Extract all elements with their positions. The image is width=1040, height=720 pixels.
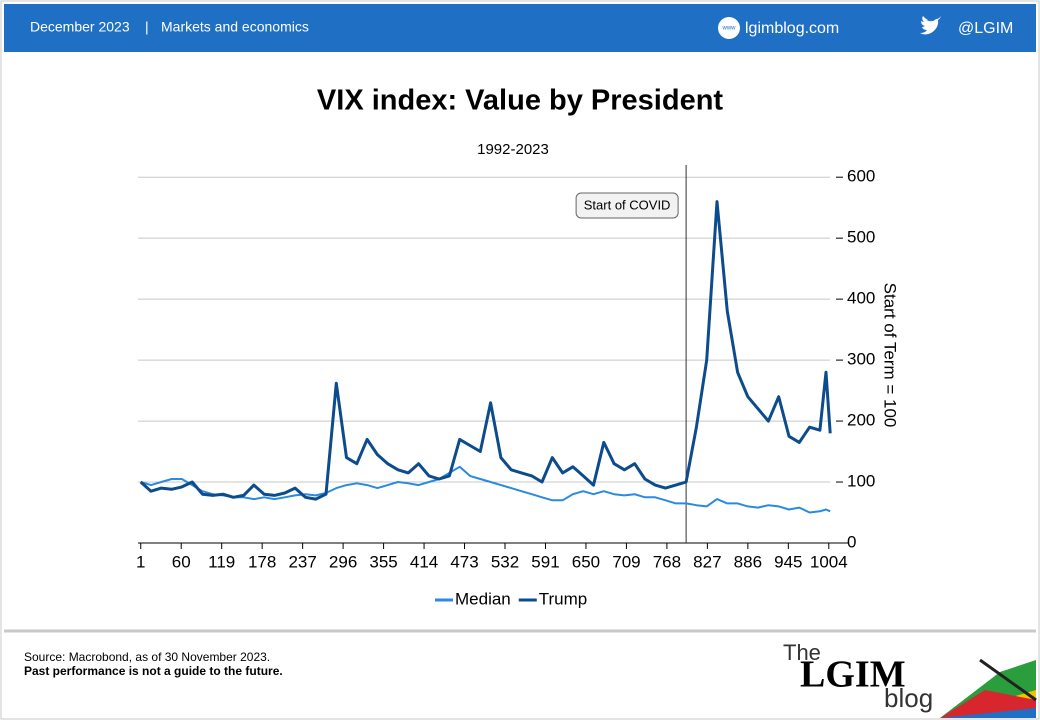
x-tick-label: 827 <box>693 552 721 571</box>
twitter-icon <box>920 16 941 35</box>
y-tick-label: 600 <box>847 167 875 186</box>
x-tick-label: 532 <box>491 552 519 571</box>
x-tick-label: 650 <box>572 552 600 571</box>
header-section: Markets and economics <box>161 19 309 35</box>
y-tick-label: 200 <box>847 411 875 430</box>
y-tick-label: 300 <box>847 350 875 369</box>
logo-name: LGIM <box>800 654 906 696</box>
chart-subtitle: 1992-2023 <box>477 141 549 158</box>
x-tick-label: 886 <box>734 552 762 571</box>
x-tick-label: 355 <box>369 552 397 571</box>
x-tick-label: 237 <box>288 552 316 571</box>
x-tick-label: 768 <box>653 552 681 571</box>
x-tick-label: 119 <box>208 552 235 571</box>
x-tick-label: 414 <box>410 552 438 571</box>
legend-label: Trump <box>539 589 588 608</box>
y-axis-label: Start of Term = 100 <box>881 283 900 428</box>
legend-label: Median <box>455 589 511 608</box>
series-line <box>139 200 832 501</box>
y-tick-label: 500 <box>847 228 875 247</box>
x-tick-label: 1004 <box>810 552 848 571</box>
y-tick-label: 400 <box>847 289 875 308</box>
separator: | <box>145 19 149 35</box>
x-tick-label: 296 <box>329 552 357 571</box>
chart-title: VIX index: Value by President <box>317 85 723 117</box>
logo-blog: blog <box>884 683 933 713</box>
footer-disclaimer: Past performance is not a guide to the f… <box>24 664 283 678</box>
header-twitter[interactable]: @LGIM <box>958 20 1013 37</box>
x-tick-label: 1 <box>136 552 145 571</box>
x-tick-label: 60 <box>172 552 191 571</box>
web-icon-text: www <box>722 26 737 32</box>
header-website[interactable]: lgimblog.com <box>745 20 839 37</box>
logo-the: The <box>783 640 821 665</box>
x-tick-label: 709 <box>612 552 640 571</box>
web-icon <box>718 17 740 39</box>
series-line <box>140 465 831 514</box>
y-tick-label: 100 <box>847 472 875 491</box>
x-tick-label: 473 <box>450 552 478 571</box>
x-tick-label: 178 <box>248 552 276 571</box>
annotation-text: Start of COVID <box>584 197 671 212</box>
header-date: December 2023 <box>30 19 130 35</box>
header-bar <box>4 4 1036 52</box>
footer-source: Source: Macrobond, as of 30 November 202… <box>24 650 270 664</box>
annotation-box <box>575 192 679 219</box>
x-tick-label: 945 <box>774 552 802 571</box>
y-tick-label: 0 <box>847 532 856 551</box>
x-tick-label: 591 <box>531 552 559 571</box>
logo-umbrella <box>940 658 1037 718</box>
